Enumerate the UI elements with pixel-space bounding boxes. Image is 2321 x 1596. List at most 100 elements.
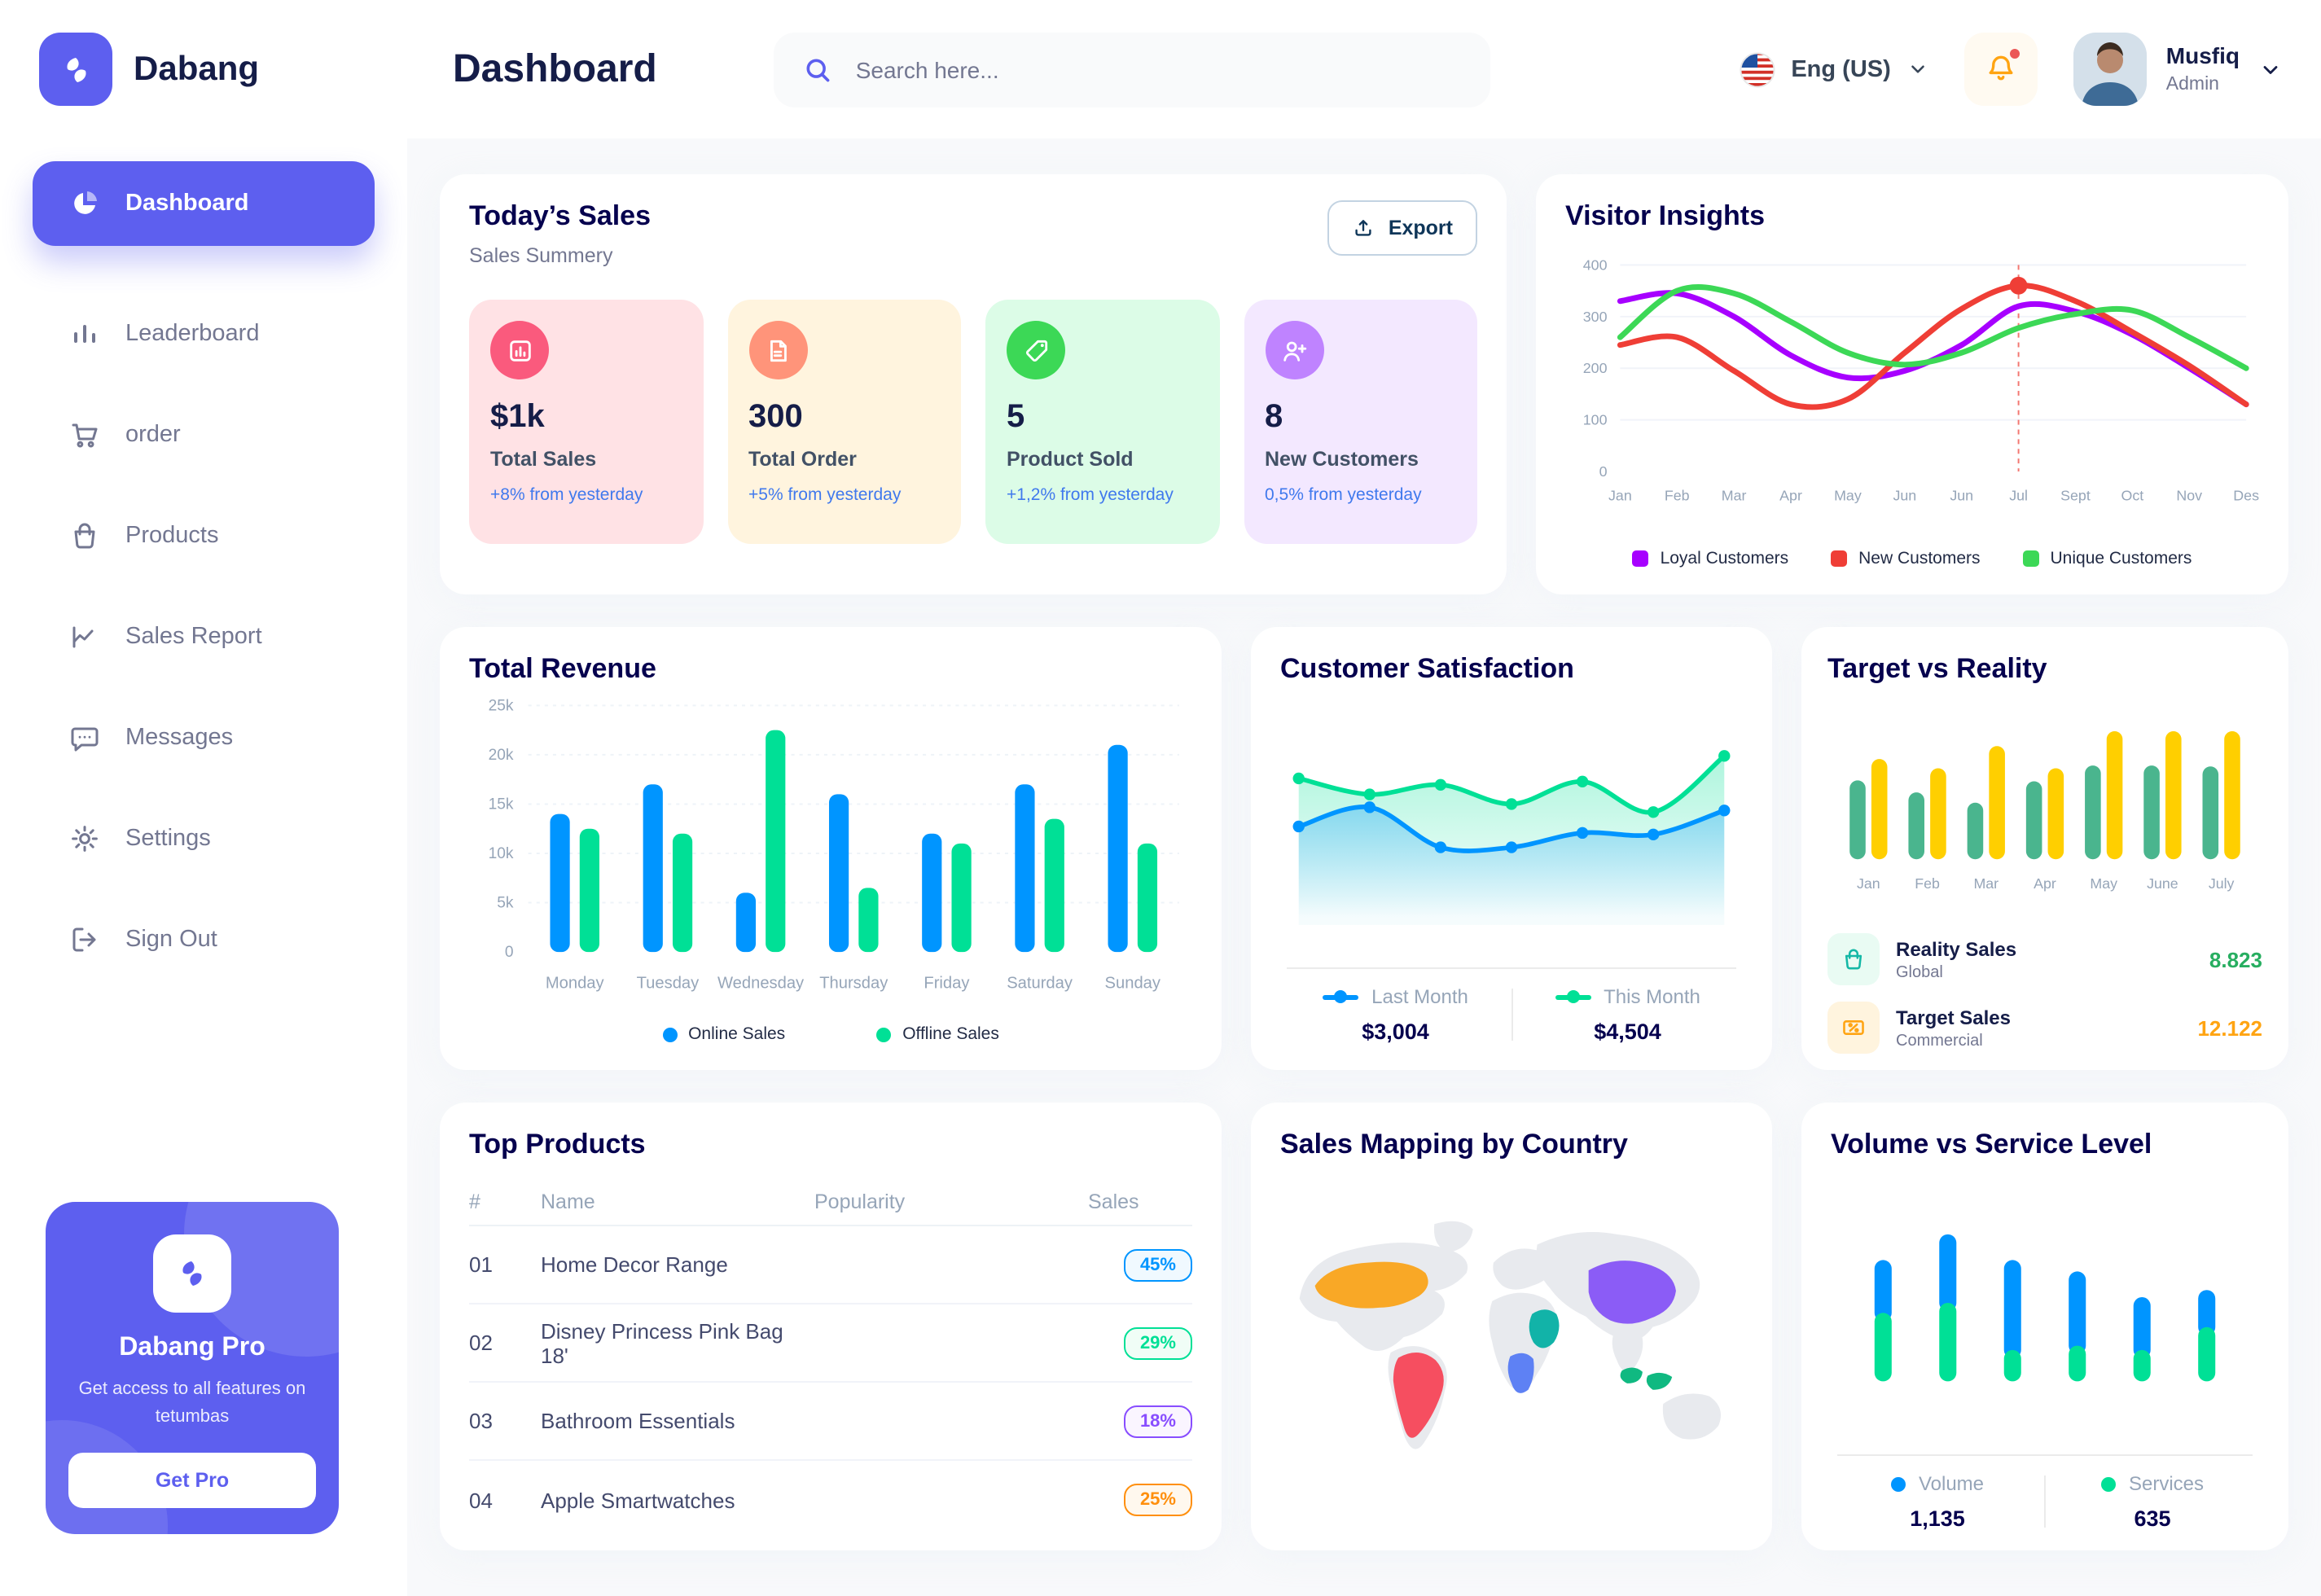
user-name: Musfiq (2165, 42, 2240, 68)
table-row[interactable]: 04 Apple Smartwatches 25% (469, 1461, 1192, 1539)
table-row[interactable]: 02 Disney Princess Pink Bag 18' 29% (469, 1304, 1192, 1383)
stat-value: 8 (1265, 399, 1283, 435)
customer-satisfaction-card: Customer Satisfaction Last Month $3,004 … (1251, 627, 1772, 1070)
visitor-insights-legend: Loyal Customers New Customers Unique Cus… (1565, 549, 2259, 568)
svg-text:20k: 20k (489, 747, 514, 764)
notification-badge (2007, 47, 2021, 60)
sidebar-item-sign-out[interactable]: Sign Out (33, 897, 375, 982)
svg-text:Sept: Sept (2060, 488, 2091, 504)
export-icon (1356, 220, 1372, 236)
top-products-title: Top Products (469, 1129, 646, 1160)
svg-text:Apr: Apr (1779, 488, 1802, 504)
avatar (2073, 33, 2147, 106)
map-brazil (1393, 1351, 1444, 1437)
svg-text:0: 0 (505, 944, 514, 961)
svg-text:Oct: Oct (2121, 488, 2143, 504)
brand-name: Dabang (134, 50, 260, 87)
sales-mapping-card: Sales Mapping by Country (1251, 1103, 1772, 1550)
map-indonesia-1 (1620, 1366, 1643, 1383)
map-usa (1314, 1261, 1428, 1308)
map-greenland (1433, 1220, 1473, 1252)
svg-text:400: 400 (1583, 256, 1608, 273)
sidebar-item-leaderboard[interactable]: Leaderboard (33, 292, 375, 376)
get-pro-button[interactable]: Get Pro (68, 1453, 316, 1508)
svg-text:July: July (2209, 875, 2235, 892)
svg-text:May: May (1834, 488, 1862, 504)
svg-text:Jul: Jul (2009, 488, 2028, 504)
order-file-icon (748, 321, 807, 379)
user-plus-icon (1265, 321, 1323, 379)
search-bar[interactable] (774, 32, 1491, 107)
last-month-value: $3,004 (1362, 1019, 1429, 1044)
svg-text:200: 200 (1583, 360, 1608, 376)
svg-text:Thursday: Thursday (819, 974, 888, 992)
svg-text:Feb: Feb (1665, 488, 1690, 504)
customer-satisfaction-chart (1292, 750, 1731, 925)
language-label: Eng (US) (1791, 56, 1891, 82)
volume-service-legend: Volume 1,135 Services 635 (1831, 1472, 2259, 1531)
sidebar-item-sales-report[interactable]: Sales Report (33, 594, 375, 679)
target-vs-reality-card: Target vs Reality Jan Feb Mar Apr May June Jul… (1801, 627, 2288, 1070)
pro-title: Dabang Pro (119, 1333, 265, 1361)
stat-label: Total Sales (490, 448, 597, 471)
stat-value: 300 (748, 399, 803, 435)
sidebar-item-order[interactable]: order (33, 392, 375, 477)
svg-text:Wednesday: Wednesday (717, 974, 805, 992)
export-button[interactable]: Export (1327, 200, 1477, 256)
pro-description: Get access to all features on tetumbas (78, 1379, 306, 1427)
svg-text:Mar: Mar (1722, 488, 1747, 504)
map-dr-congo (1507, 1352, 1534, 1392)
stat-label: New Customers (1265, 448, 1419, 471)
svg-text:Sunday: Sunday (1105, 974, 1161, 992)
svg-text:5k: 5k (497, 895, 514, 912)
sidebar-item-dashboard[interactable]: Dashboard (33, 161, 375, 246)
sidebar-item-messages[interactable]: Messages (33, 695, 375, 780)
svg-text:Tuesday: Tuesday (637, 974, 700, 992)
stat-value: $1k (490, 399, 545, 435)
chevron-down-icon (2263, 65, 2278, 73)
page-title: Dashboard (453, 46, 657, 90)
total-revenue-card: Total Revenue 0 5k 10k 15k 20k 25k Monday Tuesd… (440, 627, 1222, 1070)
table-row[interactable]: 03 Bathroom Essentials 18% (469, 1383, 1192, 1461)
svg-text:Monday: Monday (546, 974, 605, 992)
this-month-value: $4,504 (1594, 1019, 1661, 1044)
map-china (1588, 1260, 1676, 1323)
svg-text:Feb: Feb (1915, 875, 1940, 892)
stat-delta: +8% from yesterday (490, 485, 643, 505)
svg-text:0: 0 (1599, 463, 1608, 480)
svg-text:Jan: Jan (1857, 875, 1880, 892)
sales-chart-icon (490, 321, 549, 379)
svg-text:300: 300 (1583, 309, 1608, 325)
sidebar-item-settings[interactable]: Settings (33, 796, 375, 881)
sidebar-item-products[interactable]: Products (33, 493, 375, 578)
ticket-icon (1827, 1002, 1880, 1054)
sidebar-item-label: Sign Out (125, 927, 217, 953)
gear-icon (68, 822, 101, 855)
stat-product-sold: 5 Product Sold +1,2% from yesterday (985, 300, 1219, 544)
visitor-insights-card: Visitor Insights 0 100 200 300 400 Jan Feb Mar A… (1536, 174, 2288, 594)
chat-icon (68, 721, 101, 754)
search-input[interactable] (852, 55, 1462, 84)
svg-text:Jun: Jun (1893, 488, 1916, 504)
sidebar-item-label: order (125, 422, 181, 448)
svg-text:June: June (2147, 875, 2178, 892)
svg-text:May: May (2090, 875, 2117, 892)
stat-label: Product Sold (1007, 448, 1134, 471)
table-row[interactable]: 01 Home Decor Range 45% (469, 1226, 1192, 1304)
language-selector[interactable]: Eng (US) (1739, 51, 1928, 87)
notifications-button[interactable] (1963, 33, 2038, 106)
sales-mapping-title: Sales Mapping by Country (1280, 1129, 1628, 1160)
sign-out-icon (68, 923, 101, 956)
today-sales-card: Today’s Sales Sales Summery Export $1k (440, 174, 1507, 594)
reality-sales-value: 8.823 (2209, 947, 2262, 971)
user-menu[interactable]: Musfiq Admin (2073, 33, 2282, 106)
total-revenue-title: Total Revenue (469, 653, 656, 684)
svg-text:Friday: Friday (924, 974, 970, 992)
stat-total-order: 300 Total Order +5% from yesterday (727, 300, 961, 544)
sidebar-item-label: Products (125, 523, 219, 549)
line-chart-icon (68, 620, 101, 653)
cart-icon (68, 419, 101, 451)
stat-value: 5 (1007, 399, 1025, 435)
sidebar-item-label: Sales Report (125, 624, 262, 650)
